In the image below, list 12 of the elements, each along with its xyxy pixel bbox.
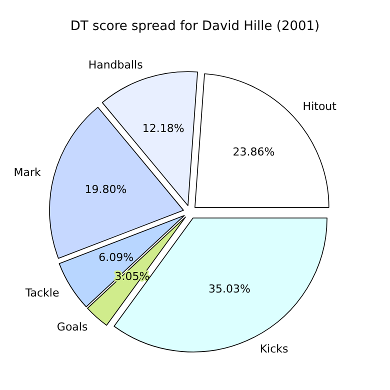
data-label: 19.80% xyxy=(84,182,127,196)
slice-label: Mark xyxy=(14,166,42,180)
data-label: 6.09% xyxy=(98,251,134,264)
chart-title: DT score spread for David Hille (2001) xyxy=(70,19,320,34)
slice-label: Kicks xyxy=(260,342,289,356)
slice-label: Handballs xyxy=(88,58,144,72)
slice-label: Tackle xyxy=(24,286,60,300)
data-label: 23.86% xyxy=(232,146,275,159)
data-label: 35.03% xyxy=(208,282,250,296)
data-label: 12.18% xyxy=(142,122,184,136)
slice-label: Goals xyxy=(56,320,88,334)
slice-label: Hitout xyxy=(302,100,338,114)
